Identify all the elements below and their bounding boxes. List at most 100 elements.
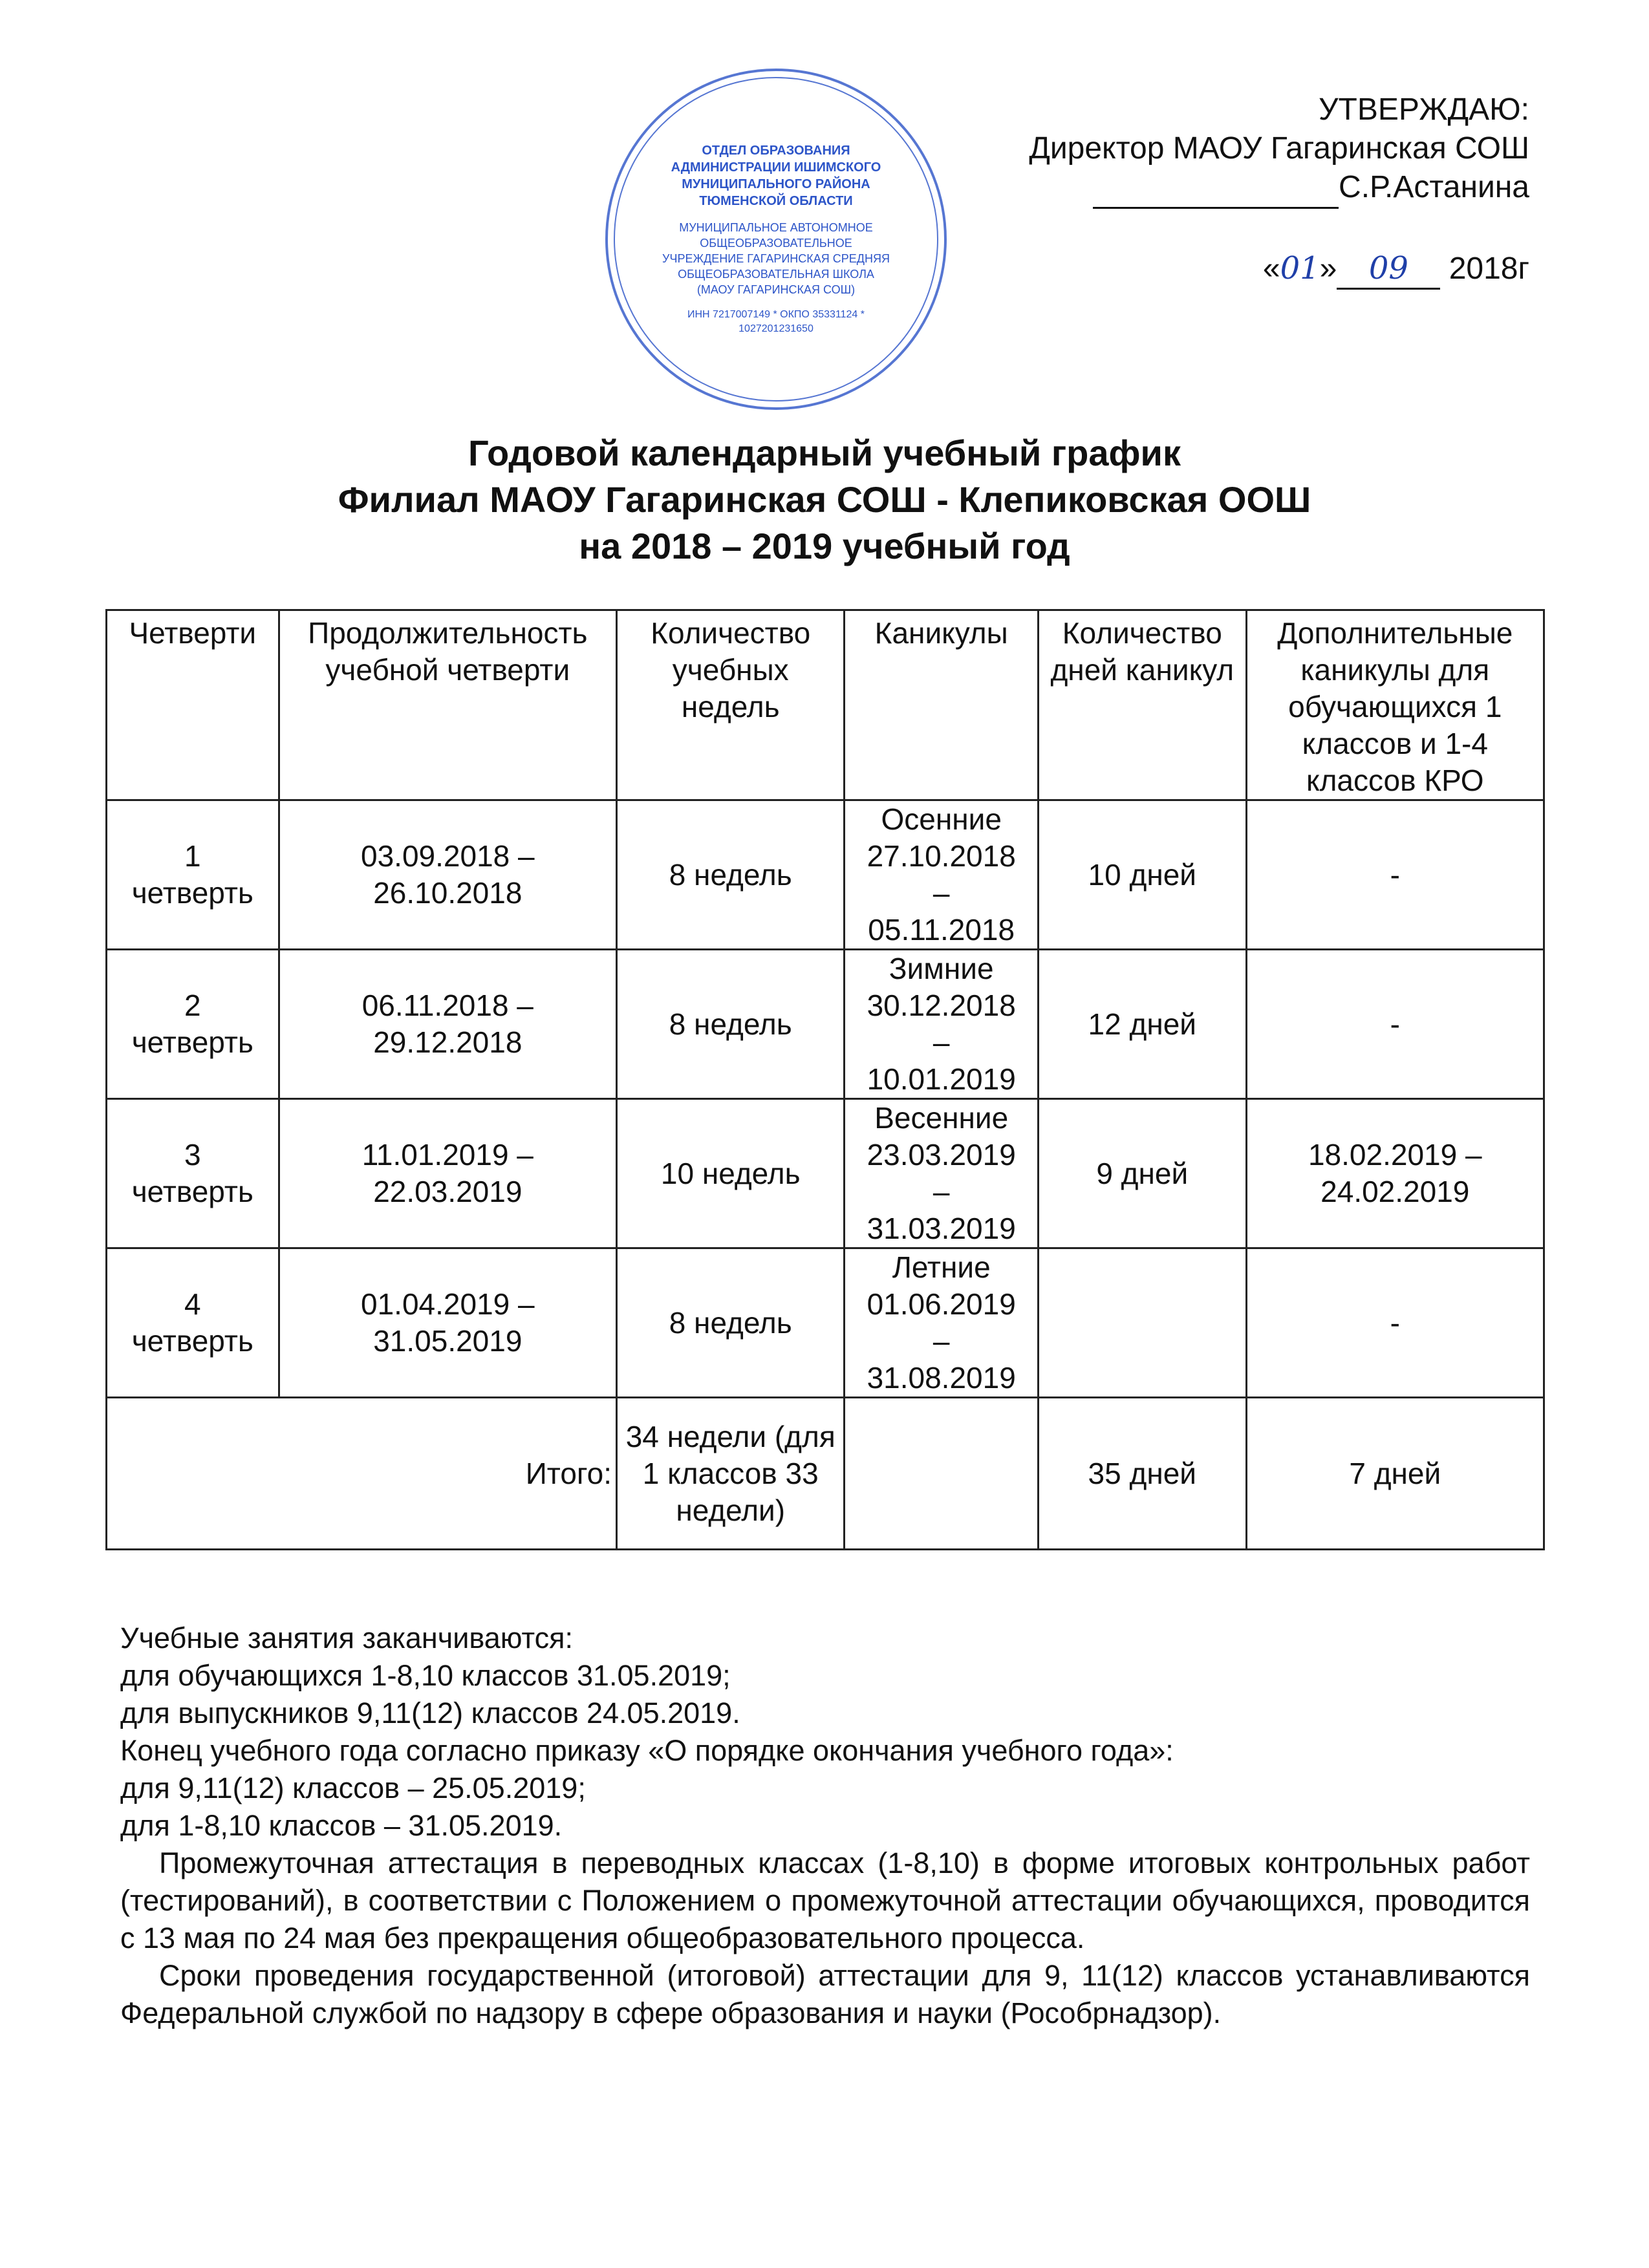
holiday-days-cell	[1037, 1247, 1247, 1398]
signature-line	[1093, 168, 1339, 209]
weeks-cell: 8 недель	[616, 948, 846, 1100]
body-line: для 9,11(12) классов – 25.05.2019;	[120, 1771, 586, 1804]
holiday-cell: Осенние 27.10.2018–05.11.2018	[843, 799, 1039, 950]
quarter-cell-text: 3	[184, 1138, 201, 1171]
holiday-days-cell-text: 10 дней	[1088, 857, 1196, 892]
stamp-rings	[605, 69, 947, 410]
stamp-outer-text: ОТДЕЛ ОБРАЗОВАНИЯ АДМИНИСТРАЦИИ ИШИМСКОГ…	[671, 144, 881, 208]
period-cell: 06.11.2018 –29.12.2018	[277, 948, 618, 1100]
holiday-cell-text: –	[932, 876, 950, 910]
header-cell: Четверти	[105, 609, 280, 801]
header-cell: Продолжительность учебной четверти	[277, 609, 618, 801]
total-holidays	[843, 1396, 1039, 1550]
holiday-cell: Зимние 30.12.2018–10.01.2019	[843, 948, 1039, 1100]
quarter-cell: 3 четверть	[105, 1098, 280, 1249]
schedule-table: Четверти Продолжительность учебной четве…	[105, 609, 1546, 1550]
holiday-cell-text: Летние	[892, 1250, 991, 1284]
holiday-cell-text: –	[932, 1025, 950, 1059]
holiday-cell-text: 05.11.2018	[868, 913, 1015, 947]
holiday-cell-text: 30.12.2018	[867, 989, 1016, 1022]
body-line: для 1-8,10 классов – 31.05.2019.	[120, 1809, 563, 1842]
quarter-cell-text: четверть	[131, 1324, 253, 1358]
holiday-cell: Летние 01.06.2019–31.08.2019	[843, 1247, 1039, 1398]
total-holiday-days: 35 дней	[1037, 1396, 1247, 1550]
extra-holiday-cell: 18.02.2019 – 24.02.2019	[1245, 1098, 1546, 1249]
period-cell-text: 29.12.2018	[373, 1025, 523, 1059]
extra-holiday-cell: -	[1245, 1247, 1546, 1398]
table-row: 3 четверть 11.01.2019 – 22.03.2019 10 недель…	[105, 1098, 1546, 1249]
holiday-days-cell: 9 дней	[1037, 1098, 1247, 1249]
holiday-cell-text: 31.08.2019	[867, 1361, 1016, 1395]
extra-holiday-cell-text: -	[1390, 1007, 1400, 1041]
weeks-cell-text: 8 недель	[669, 1305, 792, 1340]
approval-name: С.Р.Астанина	[1339, 170, 1529, 204]
weeks-cell-text: 10 недель	[660, 1156, 801, 1190]
holiday-cell: Весенние 23.03.2019 – 31.03.2019	[843, 1098, 1039, 1249]
approval-heading: УТВЕРЖДАЮ:	[1319, 92, 1529, 127]
paragraph-state-attestation: Сроки проведения государственной (итогов…	[120, 1959, 1530, 2029]
official-stamp: ОТДЕЛ ОБРАЗОВАНИЯ АДМИНИСТРАЦИИ ИШИМСКОГ…	[601, 65, 951, 414]
body-line: Конец учебного года согласно приказу «О …	[120, 1734, 1174, 1767]
body-line: Учебные занятия заканчиваются:	[120, 1621, 574, 1654]
quarter-cell-text: 2	[184, 989, 201, 1022]
total-weeks: 34 недели (для 1 классов 33 недели)	[616, 1396, 846, 1550]
total-label: Итого:	[105, 1396, 618, 1550]
table-row: 1 четверть 03.09.2018 –26.10.2018 8 недель О…	[105, 799, 1546, 950]
approval-day: 01	[1280, 250, 1320, 286]
holiday-days-cell-text: 12 дней	[1088, 1007, 1196, 1041]
holiday-days-cell-text: 9 дней	[1096, 1156, 1189, 1190]
holiday-cell-text: Зимние	[889, 952, 994, 985]
period-cell: 01.04.2019 –31.05.2019	[277, 1247, 618, 1398]
period-cell: 03.09.2018 –26.10.2018	[277, 799, 618, 950]
period-cell-text: 11.01.2019 –	[361, 1138, 534, 1171]
period-cell-text: 03.09.2018 –	[361, 839, 535, 873]
approval-year: 2018г	[1449, 251, 1529, 286]
extra-holiday-cell-text: -	[1390, 1305, 1400, 1340]
quarter-cell: 2 четверть	[105, 948, 280, 1100]
period-cell-text: 31.05.2019	[373, 1324, 523, 1358]
header-cell: Дополнительные каникулы для обучающихся …	[1245, 609, 1546, 801]
holiday-cell-text: 10.01.2019	[867, 1062, 1016, 1096]
title-line-3: на 2018 – 2019 учебный год	[579, 526, 1070, 566]
quote-open: «	[1262, 251, 1280, 286]
weeks-cell: 8 недель	[616, 799, 846, 950]
holiday-cell-text: –	[932, 1324, 950, 1358]
holiday-cell-text: 01.06.2019	[867, 1287, 1016, 1321]
weeks-cell: 8 недель	[616, 1247, 846, 1398]
quarter-cell-text: четверть	[131, 1175, 253, 1208]
approval-position: Директор МАОУ Гагаринская СОШ	[1029, 131, 1529, 166]
holiday-cell-text: Осенние	[881, 802, 1002, 836]
weeks-cell-text: 8 недель	[669, 857, 792, 892]
extra-holiday-cell: -	[1245, 948, 1546, 1100]
weeks-cell: 10 недель	[616, 1098, 846, 1249]
extra-holiday-cell-text: 18.02.2019 – 24.02.2019	[1308, 1138, 1482, 1208]
header-cell: Каникулы	[843, 609, 1039, 801]
holiday-days-cell: 12 дней	[1037, 948, 1247, 1100]
header-cell: Количество учебных недель	[616, 609, 846, 801]
extra-holiday-cell: -	[1245, 799, 1546, 950]
quarter-cell-text: четверть	[131, 876, 253, 910]
table-header-row: Четверти Продолжительность учебной четве…	[105, 609, 1546, 801]
holiday-cell-text: 23.03.2019	[867, 1138, 1016, 1171]
paragraph-attestation: Промежуточная аттестация в переводных кл…	[120, 1846, 1530, 1954]
quote-close: »	[1319, 251, 1337, 286]
stamp-inner-text: МУНИЦИПАЛЬНОЕ АВТОНОМНОЕ ОБЩЕОБРАЗОВАТЕЛ…	[662, 221, 890, 296]
quarter-cell-text: 1	[184, 839, 201, 873]
holiday-days-cell: 10 дней	[1037, 799, 1247, 950]
body-line: для обучающихся 1-8,10 классов 31.05.201…	[120, 1659, 731, 1692]
period-cell-text: 06.11.2018 –	[361, 989, 534, 1022]
title-line-2: Филиал МАОУ Гагаринская СОШ - Клепиковск…	[338, 479, 1311, 520]
document-title: Годовой календарный учебный график Филиа…	[0, 430, 1649, 570]
weeks-cell-text: 8 недель	[669, 1007, 792, 1041]
total-extra: 7 дней	[1245, 1396, 1546, 1550]
period-cell: 11.01.2019 – 22.03.2019	[277, 1098, 618, 1249]
table-row: 4 четверть 01.04.2019 –31.05.2019 8 недель Л…	[105, 1247, 1546, 1398]
header-cell: Количество дней каникул	[1037, 609, 1247, 801]
holiday-cell-text: 31.03.2019	[867, 1212, 1016, 1245]
title-line-1: Годовой календарный учебный график	[468, 433, 1181, 473]
quarter-cell: 1 четверть	[105, 799, 280, 950]
holiday-cell-text: Весенние	[874, 1101, 1009, 1135]
quarter-cell-text: четверть	[131, 1025, 253, 1059]
body-line: для выпускников 9,11(12) классов 24.05.2…	[120, 1696, 740, 1729]
table-row: 2 четверть 06.11.2018 –29.12.2018 8 недель З…	[105, 948, 1546, 1100]
